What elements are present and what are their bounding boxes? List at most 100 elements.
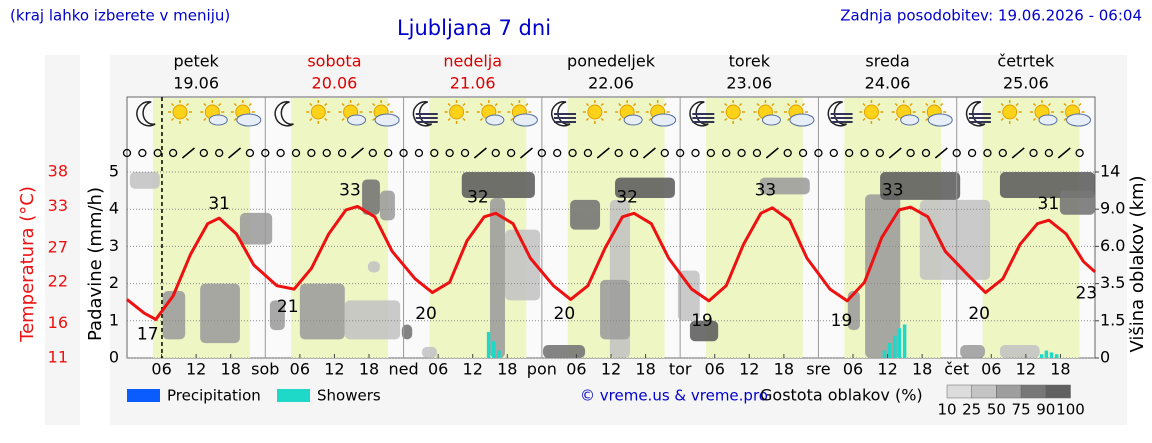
temperature-label: 19 (831, 311, 853, 331)
copyright: © vreme.us & vreme.pro (580, 387, 768, 405)
sun-ray (756, 102, 760, 107)
x-tick-label: 12 (601, 360, 621, 379)
wind-calm (430, 148, 439, 158)
cloud-icon (236, 113, 262, 127)
x-tick-label: 12 (877, 360, 897, 379)
sun-icon (172, 104, 188, 120)
sun-ray (894, 117, 898, 122)
sun-ray (786, 102, 791, 107)
sun-ray (894, 102, 898, 107)
sun-ray (786, 117, 791, 122)
shower-bar (893, 335, 897, 358)
x-tick-label: pon (527, 360, 557, 379)
sun-ray (309, 117, 313, 122)
cloud-block (129, 172, 160, 189)
wind-barb (1057, 147, 1071, 159)
wind-calm (952, 148, 961, 158)
day-name: ponedeljek (567, 52, 656, 71)
x-tick-label: sob (251, 360, 279, 379)
sun-ray (632, 102, 637, 107)
wind-calm (384, 148, 393, 158)
y-tick-label: 4 (109, 199, 119, 218)
cloud-block (615, 177, 675, 199)
sun-ray (648, 117, 652, 122)
sun-ray (801, 102, 805, 107)
wind-calm (875, 148, 885, 158)
density-swatch (971, 384, 997, 399)
wind-calm (122, 148, 132, 158)
wind-calm (138, 148, 147, 158)
x-tick-label: ned (389, 360, 419, 379)
sun-ray (510, 117, 514, 122)
cloud-block (543, 344, 586, 358)
wind-calm (506, 148, 516, 158)
cloud-block (960, 344, 985, 358)
cloud-block (490, 198, 505, 358)
moon-icon (412, 101, 433, 127)
cloud-block (269, 300, 285, 331)
sun-icon (725, 104, 741, 120)
wind-barb (473, 147, 487, 159)
sun-ray (341, 117, 345, 122)
moon-icon (827, 101, 847, 127)
x-tick-label: tor (669, 360, 692, 379)
wind-calm (399, 148, 408, 158)
cloud-block (362, 179, 380, 215)
sun-ray (618, 102, 622, 107)
sun-ray (372, 117, 376, 122)
wind-barb (642, 147, 656, 159)
sun-ray (600, 102, 604, 107)
y-tick-label: 1 (109, 310, 119, 329)
sun-ray (1015, 102, 1019, 107)
wind-calm (553, 148, 562, 158)
cloud-block (461, 172, 535, 199)
shower-bar (1049, 352, 1054, 358)
legend-swatch (127, 389, 160, 402)
sun-ray (185, 102, 190, 107)
day-date: 19.06 (173, 74, 219, 93)
temperature-label: 20 (554, 304, 576, 324)
x-tick-label: 18 (497, 360, 517, 379)
y-tick-label: 2 (109, 273, 119, 292)
sun-ray (909, 102, 913, 107)
shower-bar (882, 350, 887, 358)
shower-bar (1039, 354, 1044, 358)
temperature-label: 31 (1038, 194, 1060, 214)
sun-ray (233, 117, 237, 122)
day-name: četrtek (997, 52, 1055, 71)
x-tick-label: 12 (186, 360, 206, 379)
sun-ray (1000, 102, 1004, 107)
cloud-block (600, 279, 631, 340)
wind-calm (414, 148, 424, 158)
x-tick-label: 06 (705, 360, 725, 379)
cloud-block (401, 324, 413, 340)
wind-calm (967, 148, 977, 158)
wind-calm (706, 148, 716, 158)
cloud-block (999, 344, 1040, 358)
cloud-block (570, 199, 601, 230)
shower-bar (902, 324, 907, 358)
cloud-block (379, 190, 395, 221)
cloud-block (367, 261, 380, 273)
wind-barb (596, 147, 610, 159)
sun-ray (600, 117, 604, 122)
sun-ray (756, 117, 760, 122)
day-date: 22.06 (588, 74, 634, 93)
sun-ray (862, 117, 866, 122)
y2-tick-label: 0 (1100, 348, 1110, 367)
chart-title: Ljubljana 7 dni (397, 16, 551, 40)
y2-tick-label: 14 (1100, 162, 1120, 181)
wind-calm (460, 148, 470, 158)
wind-calm (1029, 148, 1038, 158)
x-tick-label: 18 (221, 360, 241, 379)
cloud-icon (374, 113, 400, 127)
cloud-block (919, 199, 991, 280)
day-name: petek (173, 52, 219, 71)
density-legend-label: 75 (1012, 401, 1031, 419)
update-time: Zadnja posodobitev: 19.06.2026 - 06:04 (840, 7, 1142, 25)
daylight-band (706, 98, 803, 358)
y-tick-label: 5 (109, 162, 119, 181)
temperature-tick-label: 22 (48, 272, 68, 291)
cloud-icon (623, 114, 643, 126)
sun-ray (1047, 102, 1052, 107)
